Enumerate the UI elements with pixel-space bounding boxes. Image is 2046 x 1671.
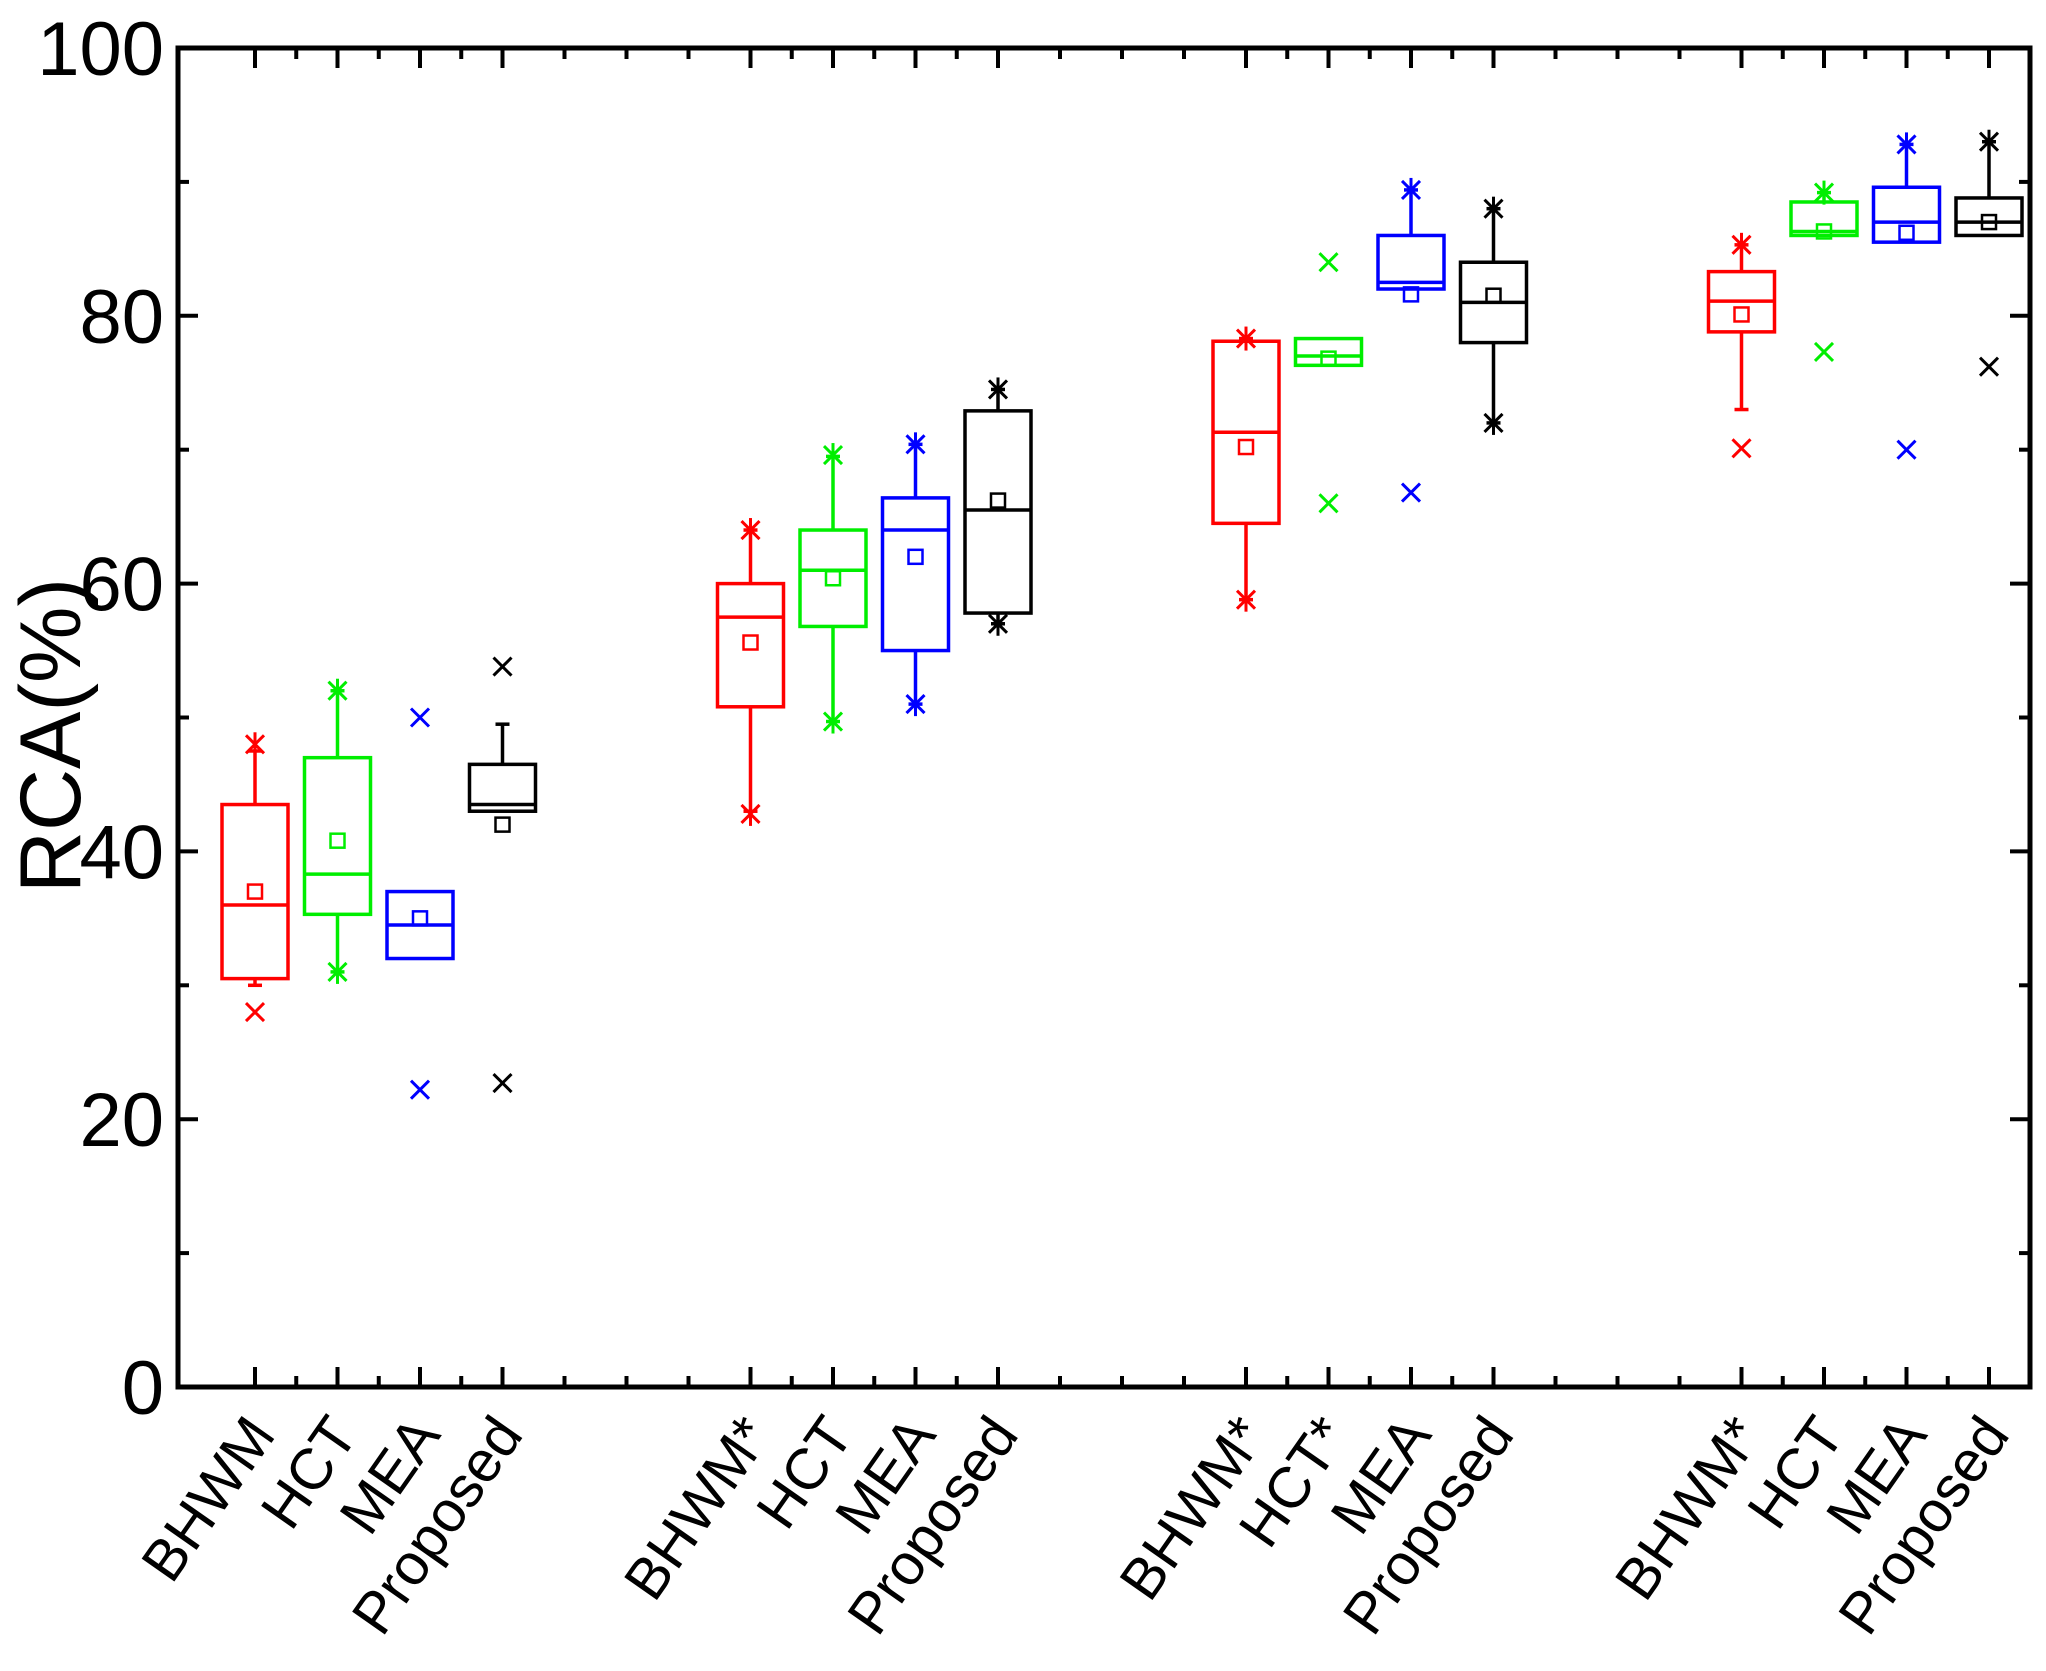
box-bhwm-group-3	[1211, 326, 1281, 612]
box-iqr	[1871, 185, 1942, 244]
plot-frame	[175, 45, 2033, 1390]
box-mea-group-1	[385, 707, 455, 1100]
y-tick-label: 40	[79, 810, 164, 895]
box-mea-group-4	[1871, 132, 1942, 460]
outlier-stroke	[1896, 439, 1917, 460]
box-proposed-group-4	[1954, 129, 2024, 377]
mean-marker	[742, 634, 759, 651]
box-proposed-group-1	[467, 656, 538, 1094]
box-hct-group-4	[1789, 180, 1859, 363]
outlier-stroke	[492, 1072, 513, 1094]
mean-marker	[1733, 306, 1750, 323]
outlier-stroke	[409, 707, 431, 728]
mean-marker	[1237, 438, 1255, 456]
y-axis-title: RCA(%)	[3, 578, 99, 893]
outlier-stroke	[1813, 341, 1835, 363]
outlier-stroke	[244, 1002, 266, 1023]
mean-marker	[989, 492, 1007, 509]
y-tick-label: 20	[79, 1078, 164, 1163]
mean-marker	[1815, 223, 1833, 240]
outlier-stroke	[1978, 356, 2000, 377]
mean-marker	[494, 816, 511, 833]
box-iqr	[1954, 196, 2024, 238]
mean-marker	[1485, 287, 1502, 304]
box-iqr	[715, 581, 786, 709]
box-hct-group-3	[1293, 252, 1364, 514]
y-axis: 0 20 40 60 80 100	[37, 7, 2030, 1431]
outlier-stroke	[1731, 438, 1752, 459]
y-tick-label: 60	[79, 543, 164, 628]
y-tick-label: 0	[122, 1346, 164, 1431]
mean-marker	[411, 910, 429, 927]
mean-marker	[246, 883, 264, 900]
plot-content	[220, 129, 2024, 1100]
outlier-stroke	[409, 1079, 431, 1100]
outlier-stroke	[1400, 482, 1422, 503]
box-hct-group-1	[302, 678, 373, 984]
box-iqr	[798, 528, 868, 629]
mean-marker	[1320, 350, 1337, 367]
mean-marker	[1402, 286, 1420, 303]
mean-marker	[824, 569, 842, 587]
y-tick-label: 80	[79, 275, 164, 360]
y-tick-label: 100	[37, 7, 164, 92]
mean-marker	[1980, 213, 1998, 231]
box-hct-group-2	[798, 443, 868, 734]
outlier-stroke	[1318, 252, 1339, 273]
box-iqr	[302, 755, 373, 917]
box-iqr	[220, 802, 290, 981]
mean-marker	[1898, 224, 1915, 242]
mean-marker	[329, 832, 346, 849]
box-proposed-group-3	[1458, 196, 1529, 435]
box-iqr	[1376, 233, 1446, 291]
box-bhwm-group-1	[220, 732, 290, 1023]
box-bhwm-group-2	[715, 518, 786, 826]
outlier-stroke	[492, 656, 513, 677]
box-mea-group-2	[880, 432, 951, 717]
box-iqr	[880, 496, 951, 653]
outlier-stroke	[1318, 493, 1339, 514]
box-bhwm-group-4	[1706, 232, 1777, 459]
box-iqr	[963, 409, 1033, 615]
box-iqr	[467, 762, 538, 813]
box-proposed-group-2	[963, 377, 1033, 636]
mean-marker	[907, 548, 924, 566]
box-mea-group-3	[1376, 177, 1446, 503]
